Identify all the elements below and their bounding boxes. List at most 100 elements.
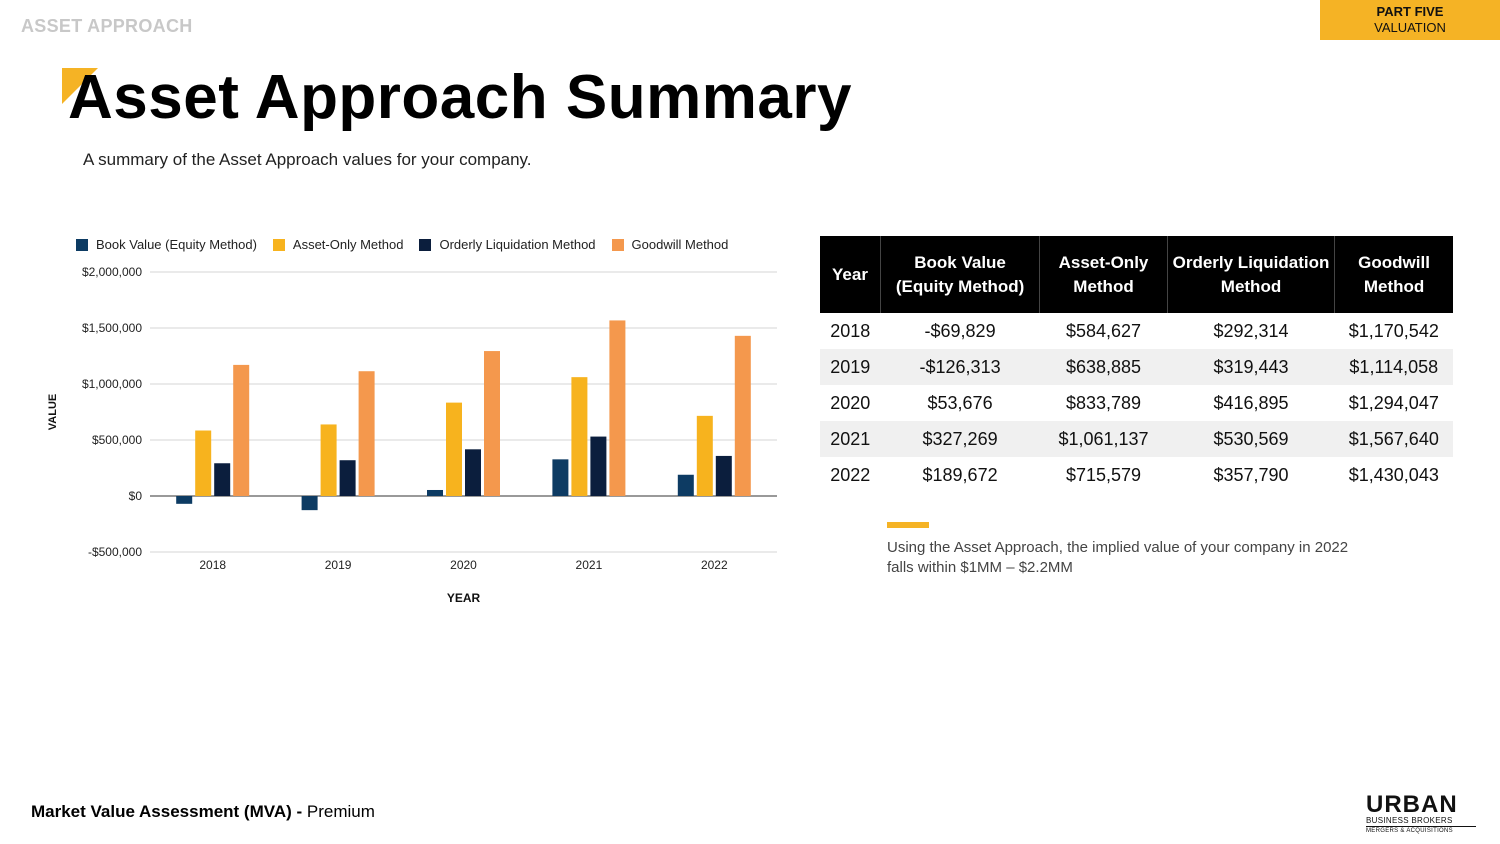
part-badge: PART FIVE VALUATION xyxy=(1320,0,1500,40)
page-title: Asset Approach Summary xyxy=(68,63,852,132)
bar-2022-series-2 xyxy=(715,455,732,496)
table-cell: $292,314 xyxy=(1213,320,1289,341)
bar-2022-series-3 xyxy=(734,335,751,496)
table-cell: $638,885 xyxy=(1039,349,1168,385)
table-cell: 2018 xyxy=(830,320,871,341)
table-cell: $530,569 xyxy=(1167,421,1335,457)
note-accent-bar xyxy=(887,522,929,528)
y-tick-label: -$500,000 xyxy=(88,545,142,559)
x-axis-title: YEAR xyxy=(447,591,481,605)
part-badge-line1: PART FIVE xyxy=(1376,4,1444,19)
y-tick-label: $500,000 xyxy=(92,433,142,447)
table-header-year: Year xyxy=(820,236,881,313)
legend-label-orderly-liquidation: Orderly Liquidation Method xyxy=(439,237,596,252)
x-tick-label: 2020 xyxy=(450,558,477,572)
table-header-goodwill: Goodwill Method xyxy=(1334,236,1453,313)
part-badge-line2: VALUATION xyxy=(1374,20,1446,35)
table-cell: 2020 xyxy=(830,392,871,413)
title-accent-triangle xyxy=(62,68,98,104)
valuation-note: Using the Asset Approach, the implied va… xyxy=(887,539,1349,576)
bar-2019-series-3 xyxy=(358,371,375,496)
legend-swatch-book-value xyxy=(76,238,88,251)
table-cell: $189,672 xyxy=(922,464,998,485)
bar-2019-series-2 xyxy=(339,460,356,496)
bar-2022-series-1 xyxy=(696,415,713,496)
table-cell: $715,579 xyxy=(1065,464,1142,485)
logo-line2: MERGERS & ACQUISITIONS xyxy=(1366,828,1453,834)
table-cell: $833,789 xyxy=(1065,392,1142,413)
table-cell: $1,170,542 xyxy=(1348,320,1439,341)
logo-line1: BUSINESS BROKERS xyxy=(1366,816,1476,827)
table-cell: $357,790 xyxy=(1213,464,1289,485)
bar-chart: -$500,000 $0 $500,000 $1,000,000 $1,500,000 $… xyxy=(47,265,777,605)
legend-item-orderly-liquidation: Orderly Liquidation Method xyxy=(419,237,596,252)
legend-swatch-orderly-liquidation xyxy=(419,238,432,251)
bar-2021-series-1 xyxy=(571,377,588,496)
table-cell: $327,269 xyxy=(880,421,1040,457)
table-cell: $1,567,640 xyxy=(1334,421,1453,457)
bar-2020-series-2 xyxy=(465,449,481,496)
bar-2018-series-3 xyxy=(233,364,250,496)
table-cell: $1,114,058 xyxy=(1334,349,1453,385)
bar-2019-series-0 xyxy=(301,496,318,511)
table-header-asset-only: Asset-Only Method xyxy=(1039,236,1168,313)
legend-label-book-value: Book Value (Equity Method) xyxy=(96,237,257,252)
logo-word: URBAN xyxy=(1366,791,1458,818)
section-label: ASSET APPROACH xyxy=(21,16,193,36)
bar-2020-series-1 xyxy=(446,402,462,496)
table-cell: $1,294,047 xyxy=(1348,392,1439,413)
table-cell: $1,430,043 xyxy=(1348,464,1439,485)
table-row: 2021 $327,269 $1,061,137 $530,569 $1,567… xyxy=(820,421,1453,457)
legend-swatch-asset-only xyxy=(272,238,285,251)
legend-item-goodwill: Goodwill Method xyxy=(611,237,729,252)
footer-title-normal: Premium xyxy=(306,802,375,821)
table-cell: 2019 xyxy=(820,349,881,385)
table-cell: $319,443 xyxy=(1167,349,1335,385)
values-table: Year Book Value (Equity Method) Asset-On… xyxy=(820,236,1453,493)
y-tick-label: $1,000,000 xyxy=(82,377,142,391)
bar-2018-series-2 xyxy=(214,463,231,496)
x-tick-label: 2018 xyxy=(199,558,226,572)
table-header-row: Year Book Value (Equity Method) Asset-On… xyxy=(820,236,1453,313)
y-tick-label: $1,500,000 xyxy=(82,321,142,335)
table-row: 2022 $189,672 $715,579 $357,790 $1,430,0… xyxy=(820,457,1453,493)
bar-2021-series-3 xyxy=(609,320,626,496)
bar-2022-series-0 xyxy=(677,474,694,496)
legend-label-goodwill: Goodwill Method xyxy=(631,237,729,252)
bar-2018-series-0 xyxy=(176,496,193,504)
y-tick-label: $2,000,000 xyxy=(82,265,142,279)
bar-2020-series-3 xyxy=(484,351,500,496)
legend-swatch-goodwill xyxy=(611,238,624,251)
table-cell: 2021 xyxy=(820,421,881,457)
table-row: 2019 -$126,313 $638,885 $319,443 $1,114,… xyxy=(820,349,1453,385)
bar-2020-series-0 xyxy=(427,489,443,496)
bar-2021-series-2 xyxy=(590,436,607,496)
legend-item-asset-only: Asset-Only Method xyxy=(272,237,404,252)
page-subtitle: A summary of the Asset Approach values f… xyxy=(83,150,532,169)
x-tick-label: 2019 xyxy=(325,558,352,572)
bar-2019-series-1 xyxy=(320,424,337,496)
table-row: 2018 -$69,829 $584,627 $292,314 $1,170,5… xyxy=(820,313,1453,349)
company-logo: URBAN BUSINESS BROKERS MERGERS & ACQUISI… xyxy=(1366,791,1476,836)
x-tick-label: 2021 xyxy=(576,558,603,572)
table-cell: 2022 xyxy=(830,464,871,485)
bar-2021-series-0 xyxy=(552,459,569,496)
legend-item-book-value: Book Value (Equity Method) xyxy=(76,237,257,252)
table-header-orderly-liquidation: Orderly Liquidation Method xyxy=(1167,236,1336,313)
y-tick-label: $0 xyxy=(129,489,143,503)
y-axis-title: VALUE xyxy=(47,394,59,430)
table-cell: $584,627 xyxy=(1065,320,1142,341)
legend-label-asset-only: Asset-Only Method xyxy=(292,237,404,252)
table-header-book-value: Book Value (Equity Method) xyxy=(880,236,1041,313)
table-cell: $1,061,137 xyxy=(1039,421,1168,457)
footer-title: Market Value Assessment (MVA) - Premium xyxy=(31,802,375,822)
bar-2018-series-1 xyxy=(195,430,212,496)
table-cell: -$69,829 xyxy=(924,320,996,341)
x-tick-label: 2022 xyxy=(701,558,728,572)
table-cell: -$126,313 xyxy=(880,349,1040,385)
table-row: 2020 $53,676 $833,789 $416,895 $1,294,04… xyxy=(820,385,1453,421)
footer-title-bold: Market Value Assessment (MVA) - xyxy=(31,802,307,821)
chart-legend: Book Value (Equity Method) Asset-Only Me… xyxy=(76,237,728,252)
table-cell: $416,895 xyxy=(1213,392,1289,413)
table-cell: $53,676 xyxy=(927,392,993,413)
